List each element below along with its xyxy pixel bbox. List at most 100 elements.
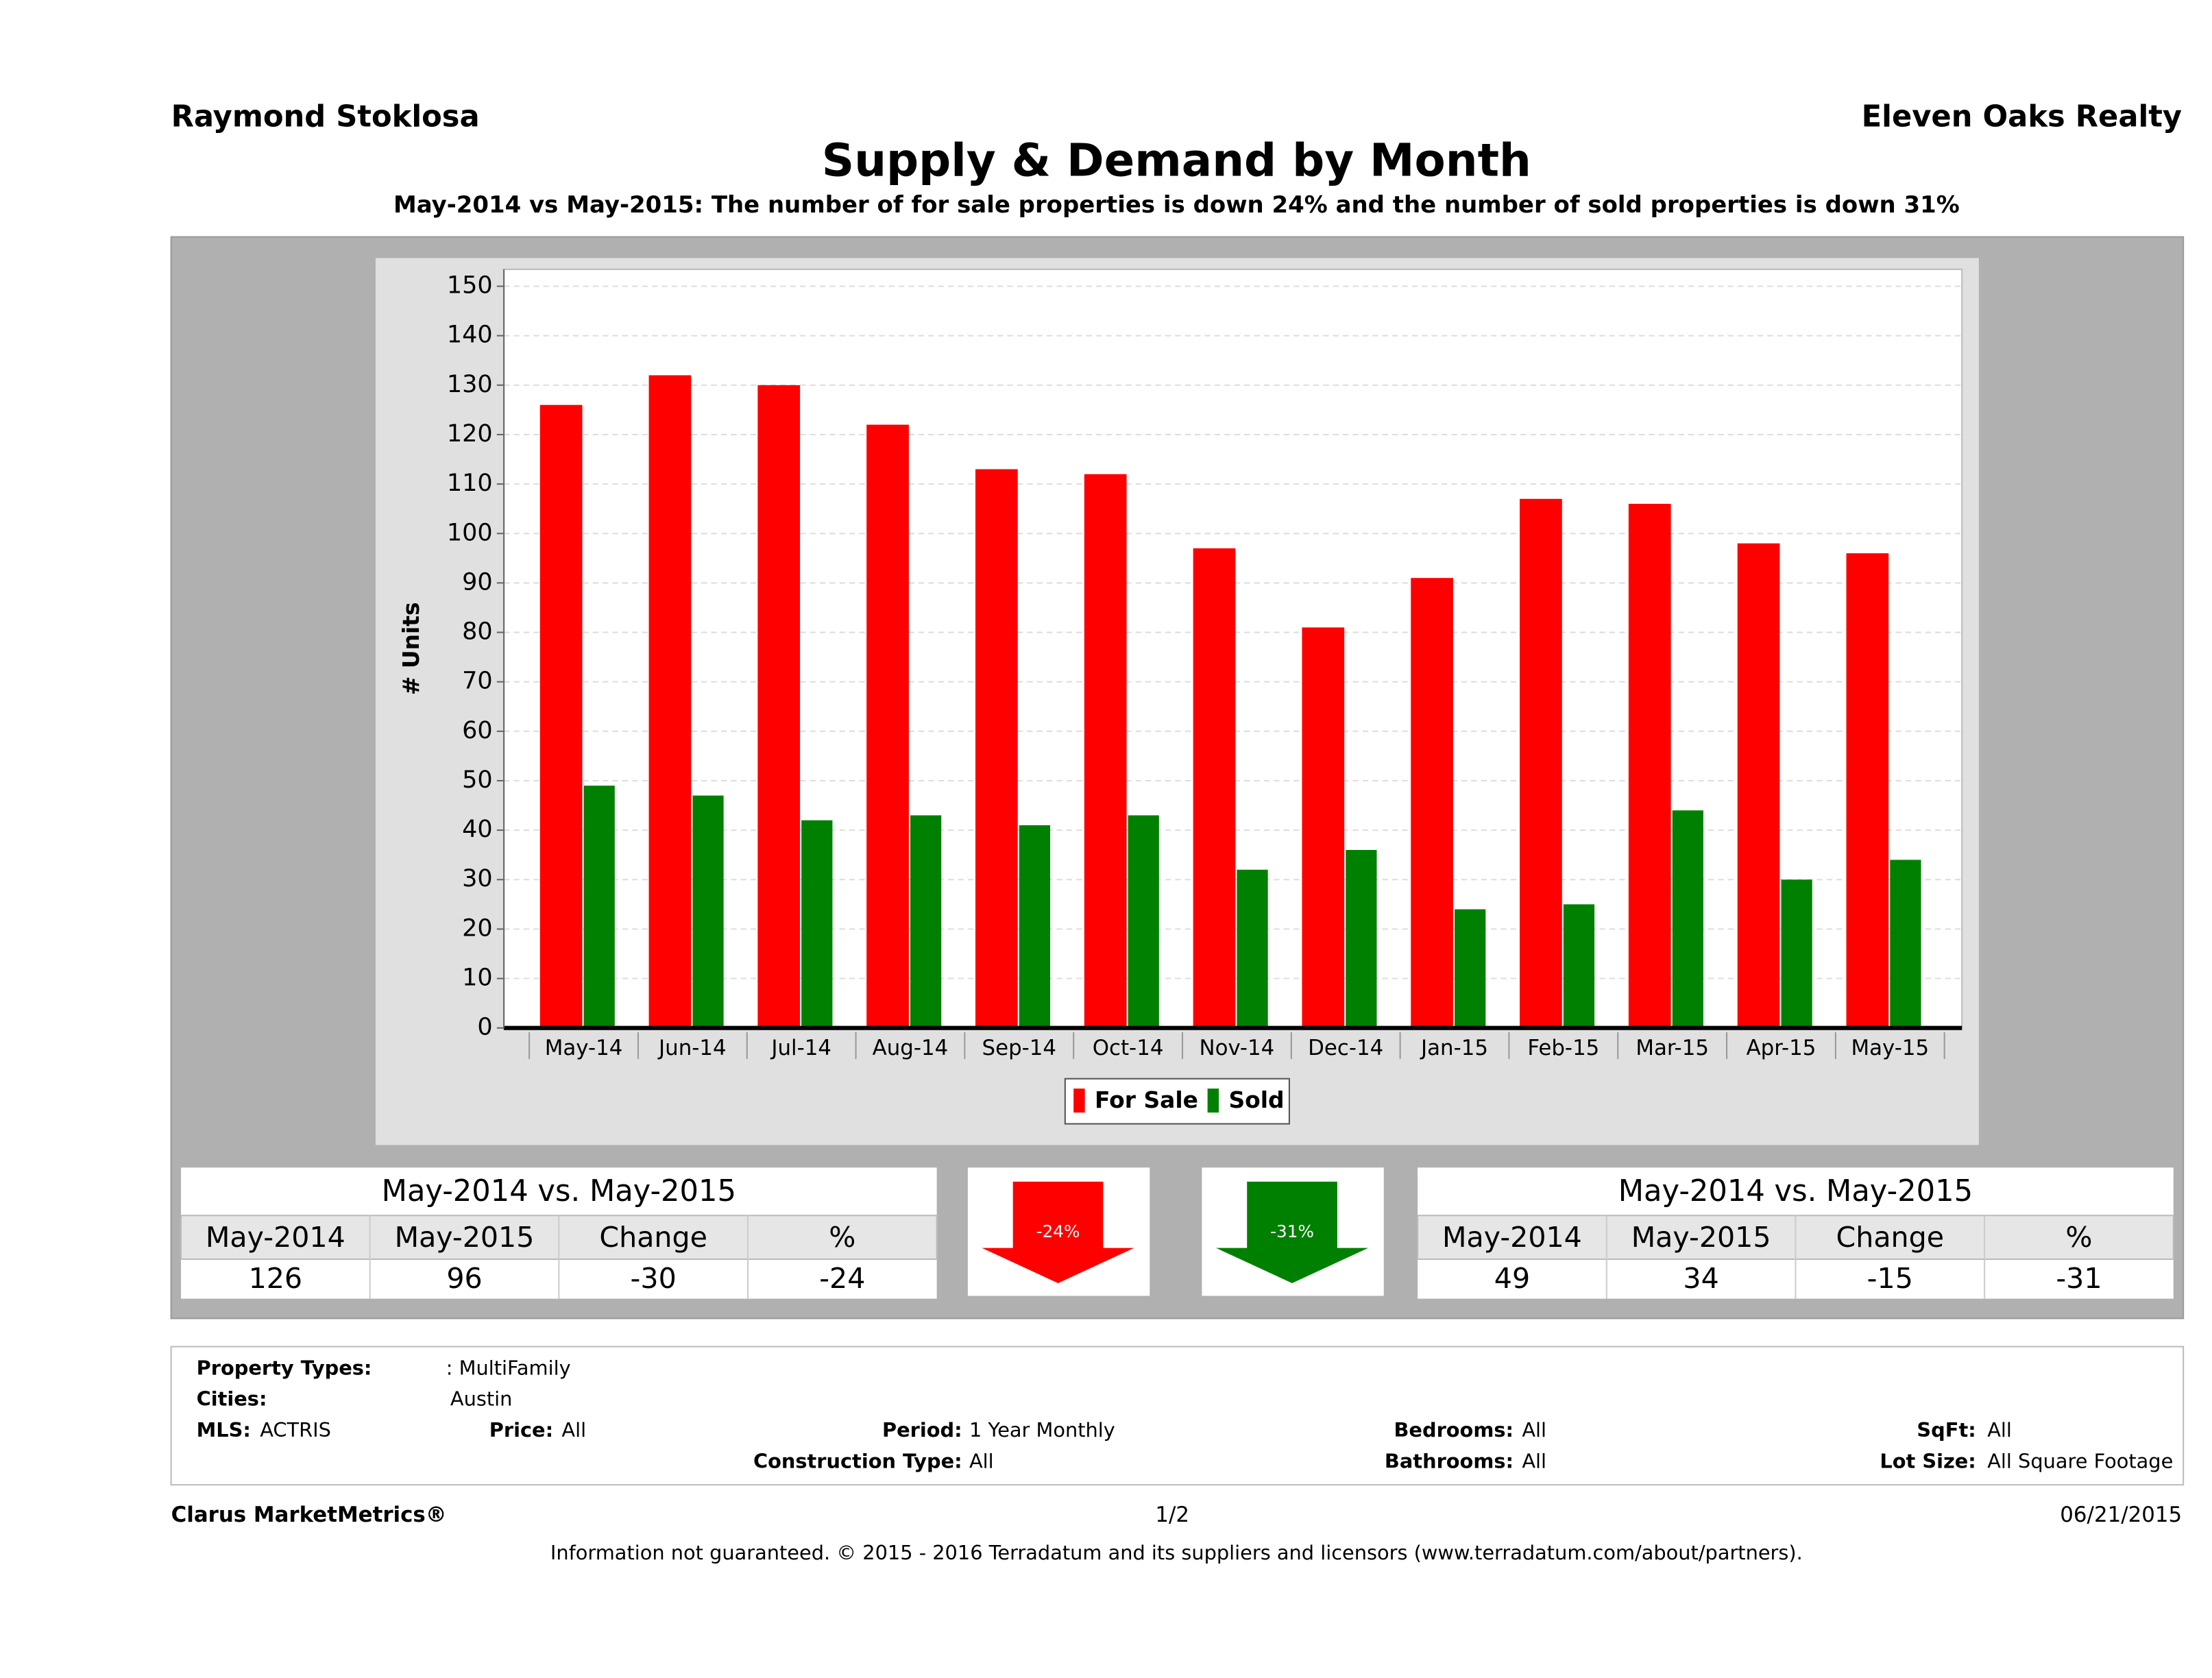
y-tick-label: 90 <box>462 568 493 596</box>
info-value: All Square Footage <box>1987 1449 2173 1472</box>
bar <box>1781 879 1812 1028</box>
table-header: May-2014 <box>206 1221 345 1254</box>
y-tick-label: 80 <box>462 618 493 646</box>
bar <box>1520 498 1562 1028</box>
bar <box>692 795 724 1028</box>
info-value: All <box>969 1449 994 1472</box>
table-value: 34 <box>1683 1262 1718 1295</box>
bar <box>1411 578 1453 1028</box>
info-label: Bathrooms: <box>1385 1449 1514 1472</box>
bar <box>1737 543 1780 1028</box>
table-title: May-2014 vs. May-2015 <box>382 1174 736 1208</box>
legend-label: Sold <box>1228 1086 1284 1113</box>
bar <box>1455 909 1486 1028</box>
info-value: ACTRIS <box>260 1418 331 1442</box>
table-value: 126 <box>249 1262 302 1295</box>
bar <box>801 820 833 1028</box>
y-tick-label: 70 <box>462 668 493 695</box>
info-value: All <box>561 1418 586 1442</box>
bar <box>1128 815 1159 1028</box>
bar <box>1672 810 1703 1028</box>
bar <box>1890 860 1921 1028</box>
info-value: Austin <box>450 1387 512 1411</box>
bar <box>866 424 909 1028</box>
bar <box>539 404 583 1028</box>
legend-box <box>1064 1078 1290 1125</box>
x-tick-label: Aug-14 <box>873 1036 949 1060</box>
down-arrow <box>1215 1181 1369 1283</box>
info-label: Lot Size: <box>1880 1449 1976 1472</box>
table-header: May-2015 <box>395 1221 535 1254</box>
bar <box>648 375 692 1028</box>
table-value: 49 <box>1494 1262 1530 1295</box>
page-number: 1/2 <box>1155 1503 1189 1527</box>
info-value: All <box>1987 1418 2012 1442</box>
bar <box>1019 825 1051 1028</box>
y-tick-label: 60 <box>462 717 493 744</box>
bar <box>1237 869 1268 1028</box>
bar <box>1628 504 1671 1028</box>
y-tick-label: 20 <box>462 914 493 942</box>
table-header: Change <box>599 1221 707 1254</box>
bar <box>975 469 1018 1028</box>
x-tick-label: Dec-14 <box>1308 1036 1383 1060</box>
legend-label: For Sale <box>1095 1086 1198 1113</box>
table-header: May-2014 <box>1442 1221 1582 1254</box>
info-label: Property Types: <box>197 1356 372 1379</box>
x-tick-label: Mar-15 <box>1636 1036 1709 1060</box>
chart-title: Supply & Demand by Month <box>822 134 1531 187</box>
x-tick-label: Oct-14 <box>1093 1036 1164 1060</box>
table-header: % <box>2065 1221 2092 1254</box>
x-tick-label: Feb-15 <box>1527 1036 1599 1060</box>
info-label: Construction Type: <box>753 1449 962 1472</box>
bar <box>1193 548 1236 1028</box>
y-tick-label: 0 <box>477 1014 492 1041</box>
arrow-label: -24% <box>1036 1221 1080 1241</box>
info-value: : MultiFamily <box>446 1356 571 1379</box>
bar <box>1846 553 1889 1028</box>
disclaimer: Information not guaranteed. © 2015 - 201… <box>550 1541 1803 1564</box>
agent-name: Raymond Stoklosa <box>171 99 480 134</box>
table-header: % <box>829 1221 855 1254</box>
y-tick-label: 150 <box>447 272 493 300</box>
y-tick-label: 30 <box>462 865 493 892</box>
y-tick-label: 40 <box>462 816 493 843</box>
x-tick-label: Jan-15 <box>1420 1036 1488 1060</box>
bar <box>1302 627 1345 1028</box>
y-tick-label: 140 <box>447 321 493 349</box>
info-value: All <box>1522 1418 1546 1442</box>
table-value: -15 <box>1867 1262 1913 1295</box>
down-arrow <box>982 1181 1134 1283</box>
table-header: Change <box>1836 1221 1944 1254</box>
info-label: SqFt: <box>1917 1418 1976 1442</box>
company-name: Eleven Oaks Realty <box>1862 99 2182 134</box>
x-tick-label: Jul-14 <box>770 1036 831 1060</box>
footer-brand: Clarus MarketMetrics® <box>171 1503 447 1527</box>
x-tick-label: Apr-15 <box>1747 1036 1816 1060</box>
x-tick-label: May-15 <box>1851 1036 1929 1060</box>
table-value: -24 <box>819 1262 865 1295</box>
legend-swatch <box>1207 1089 1219 1113</box>
x-tick-label: Nov-14 <box>1200 1036 1275 1060</box>
info-label: Bedrooms: <box>1394 1418 1514 1442</box>
x-tick-label: May-14 <box>545 1036 623 1060</box>
bar <box>910 815 942 1028</box>
arrow-label: -31% <box>1270 1221 1314 1241</box>
bar <box>583 786 615 1028</box>
info-box <box>170 1346 2185 1486</box>
bar <box>1084 474 1127 1028</box>
x-tick-label: Sep-14 <box>982 1036 1057 1060</box>
info-value: All <box>1522 1449 1546 1472</box>
info-label: Cities: <box>197 1387 267 1411</box>
info-label: MLS: <box>197 1418 251 1442</box>
y-tick-label: 10 <box>462 964 493 992</box>
table-title: May-2014 vs. May-2015 <box>1618 1174 1973 1208</box>
bar <box>1346 849 1377 1028</box>
bar <box>1563 904 1595 1028</box>
report-date: 06/21/2015 <box>2060 1503 2182 1527</box>
bar <box>757 385 801 1028</box>
table-value: -30 <box>631 1262 677 1295</box>
table-value: -31 <box>2056 1262 2102 1295</box>
